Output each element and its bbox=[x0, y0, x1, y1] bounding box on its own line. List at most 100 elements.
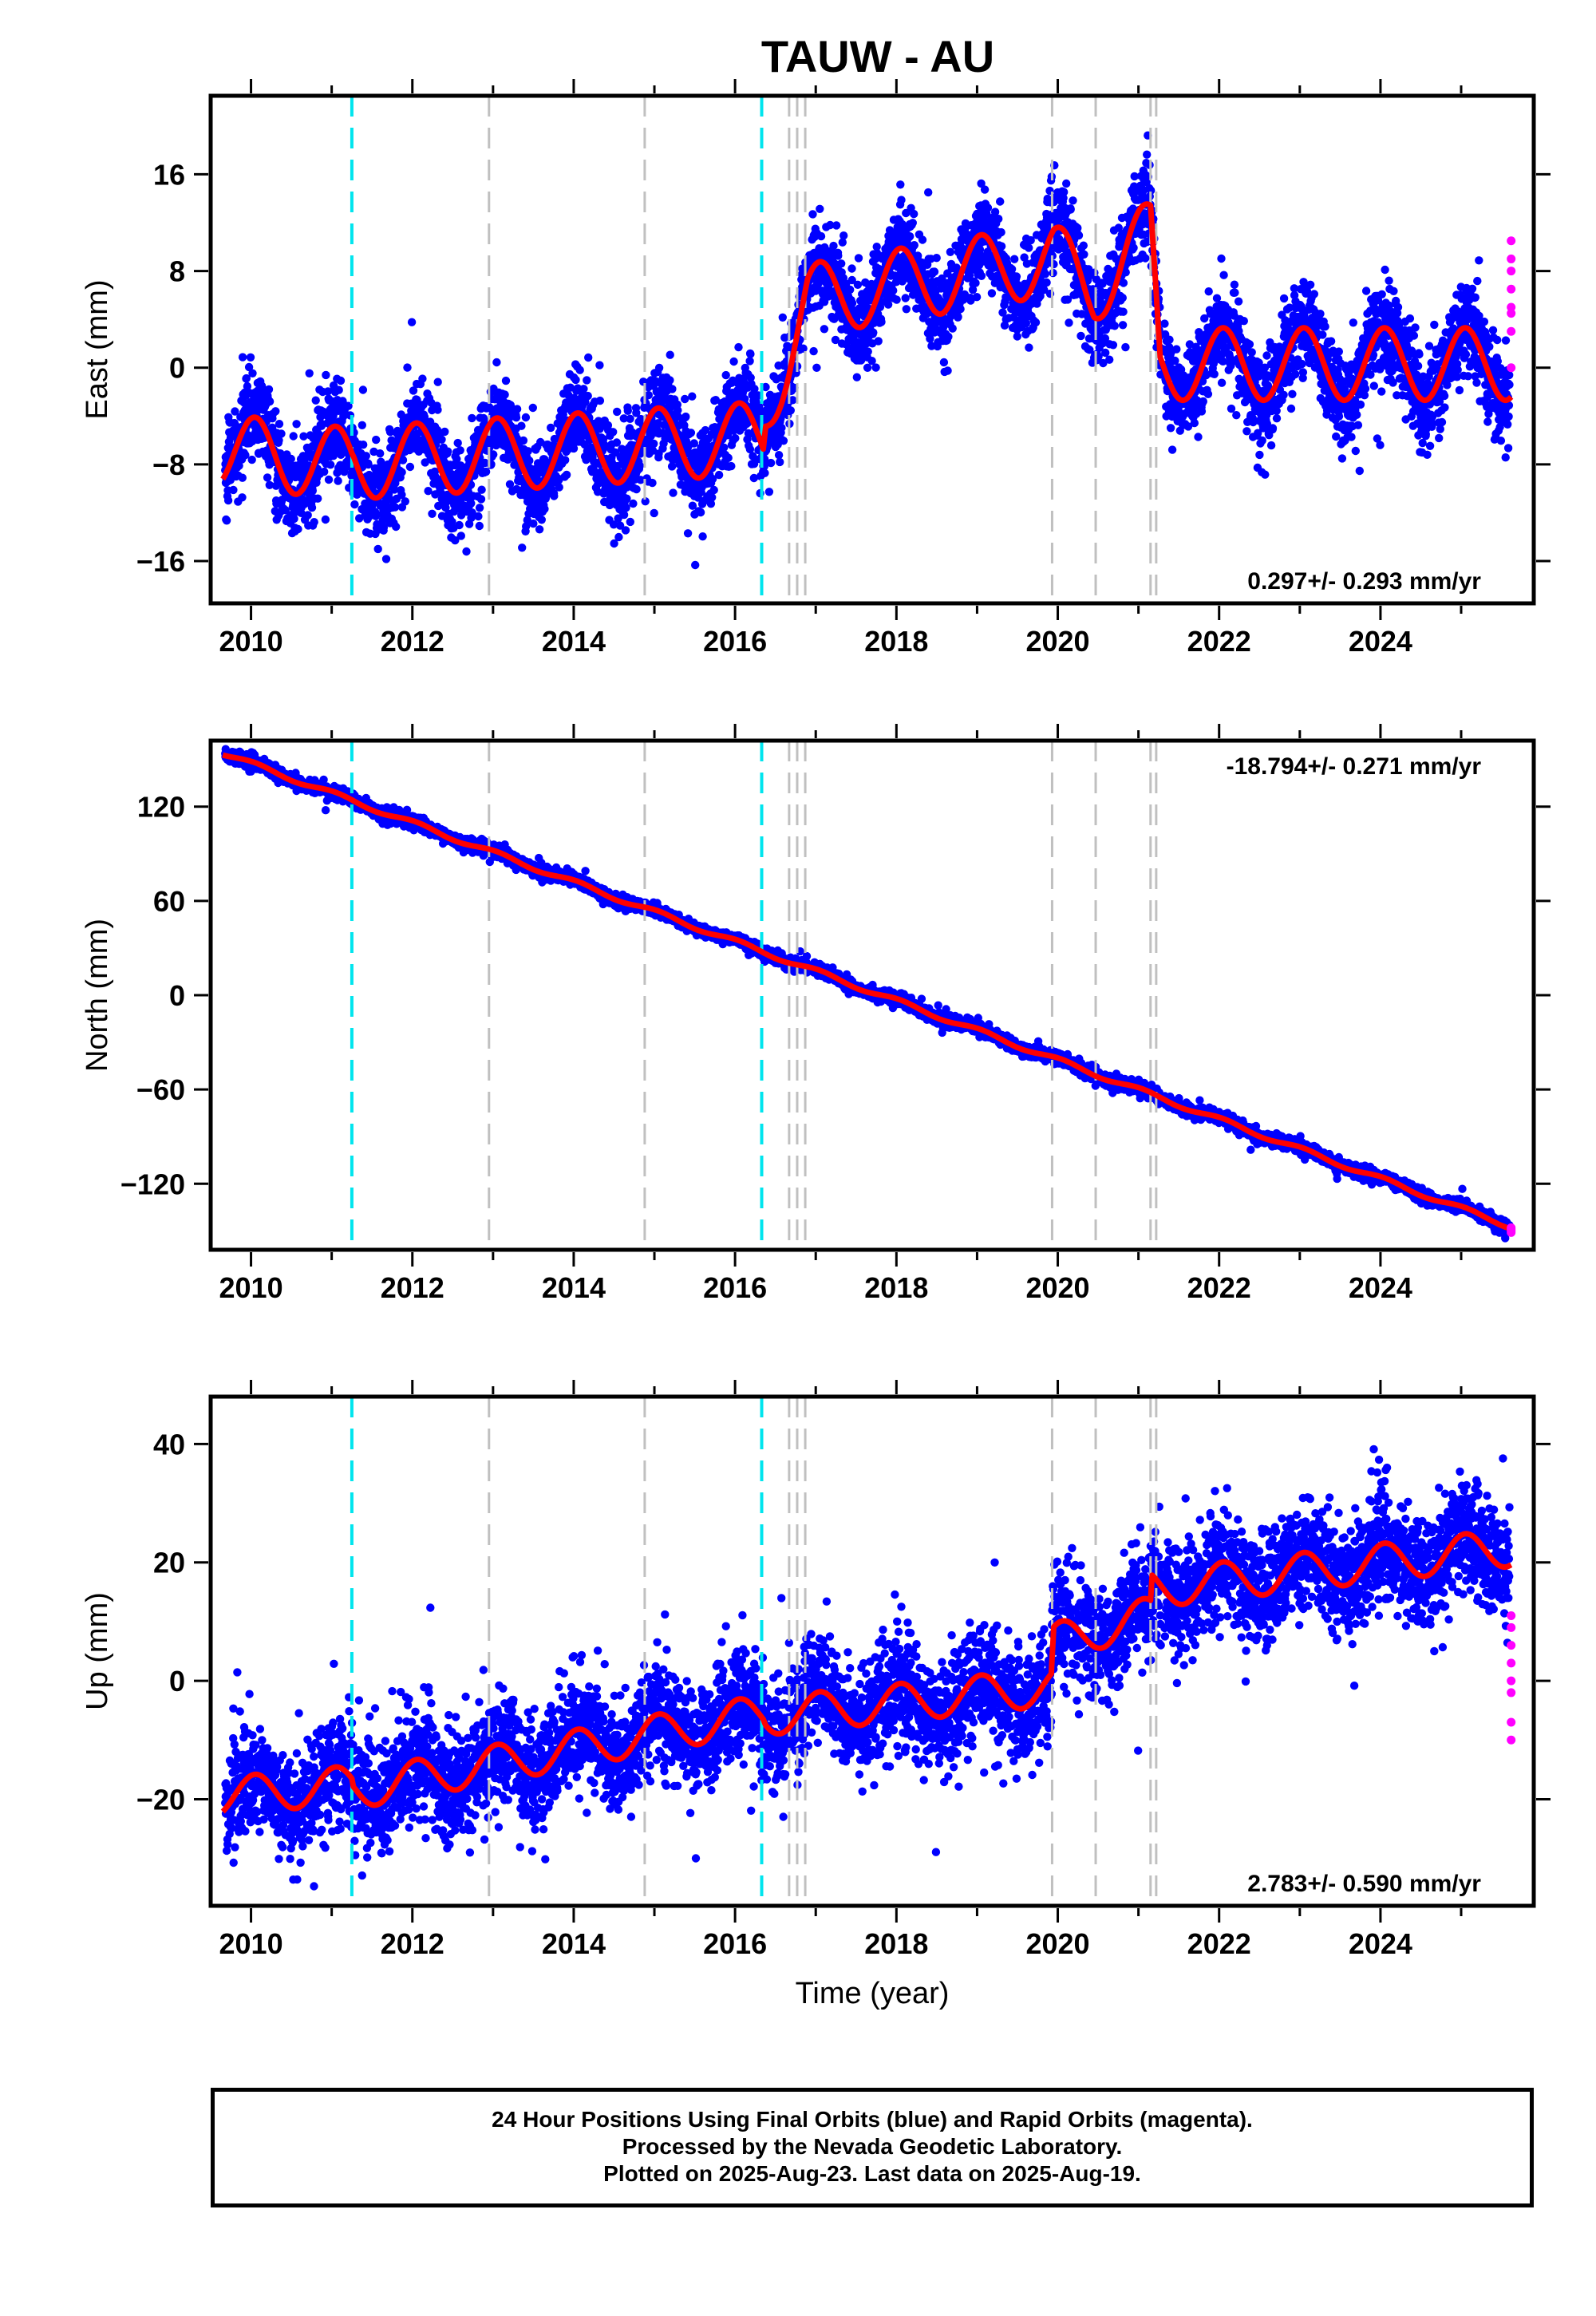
data-point bbox=[910, 241, 919, 250]
data-point bbox=[1279, 294, 1289, 303]
data-point bbox=[971, 279, 980, 287]
data-point bbox=[720, 443, 729, 452]
data-point bbox=[1247, 348, 1256, 357]
data-point bbox=[892, 295, 901, 304]
data-point bbox=[681, 412, 690, 421]
data-point bbox=[975, 245, 985, 254]
data-point bbox=[244, 362, 254, 372]
data-point bbox=[1073, 223, 1082, 232]
data-point bbox=[650, 439, 658, 449]
data-point bbox=[1049, 259, 1058, 269]
data-point bbox=[714, 470, 724, 480]
data-point bbox=[537, 516, 546, 524]
data-point bbox=[1012, 272, 1021, 281]
data-point bbox=[289, 432, 298, 441]
data-point bbox=[1245, 340, 1254, 349]
data-point bbox=[311, 396, 320, 405]
data-point bbox=[271, 407, 280, 416]
data-point bbox=[1306, 280, 1315, 289]
data-point bbox=[1105, 355, 1114, 364]
data-point bbox=[350, 500, 359, 509]
data-point bbox=[323, 387, 333, 396]
data-point bbox=[847, 264, 856, 273]
data-point bbox=[238, 353, 247, 362]
data-point bbox=[521, 413, 531, 422]
data-point bbox=[1040, 286, 1049, 294]
data-point bbox=[344, 401, 353, 410]
data-point bbox=[238, 473, 247, 482]
data-point bbox=[1234, 297, 1243, 306]
data-point bbox=[852, 373, 862, 381]
data-point bbox=[696, 508, 705, 517]
data-point bbox=[448, 517, 456, 526]
data-point bbox=[584, 353, 593, 362]
data-point bbox=[1063, 295, 1073, 304]
data-point bbox=[623, 406, 632, 415]
data-point bbox=[745, 445, 755, 454]
data-point bbox=[760, 468, 769, 477]
data-point bbox=[523, 516, 531, 524]
data-point bbox=[621, 526, 630, 535]
data-point bbox=[896, 180, 905, 189]
data-point bbox=[816, 204, 824, 213]
data-point bbox=[1160, 319, 1169, 328]
data-point bbox=[320, 467, 329, 476]
data-point bbox=[1272, 414, 1282, 423]
data-point bbox=[686, 429, 696, 437]
data-point bbox=[314, 494, 322, 503]
data-point bbox=[571, 375, 580, 385]
data-point bbox=[265, 397, 275, 406]
data-point bbox=[390, 503, 400, 512]
data-point bbox=[336, 376, 346, 385]
data-point bbox=[381, 555, 391, 563]
data-point bbox=[1079, 241, 1088, 250]
data-point bbox=[358, 421, 366, 429]
data-point bbox=[1326, 337, 1336, 346]
data-point bbox=[910, 209, 918, 219]
data-point bbox=[456, 446, 464, 455]
data-point bbox=[1041, 270, 1050, 279]
data-point bbox=[481, 467, 491, 476]
data-point bbox=[948, 324, 957, 333]
data-point bbox=[1062, 179, 1071, 188]
data-point bbox=[939, 358, 949, 367]
data-point bbox=[641, 497, 650, 506]
data-point bbox=[701, 425, 710, 435]
data-point bbox=[724, 453, 733, 462]
data-point bbox=[746, 350, 755, 358]
data-point bbox=[437, 435, 446, 444]
data-point bbox=[946, 247, 955, 256]
data-point bbox=[731, 433, 740, 443]
data-point bbox=[711, 396, 721, 405]
data-point bbox=[390, 485, 399, 494]
data-point bbox=[972, 293, 982, 302]
data-point bbox=[691, 560, 700, 570]
data-point bbox=[238, 493, 247, 502]
data-point bbox=[1099, 358, 1108, 368]
data-point bbox=[569, 444, 579, 453]
data-point bbox=[475, 521, 484, 531]
data-point bbox=[956, 305, 965, 314]
data-point bbox=[1258, 436, 1266, 445]
data-point bbox=[334, 476, 342, 485]
data-point bbox=[334, 385, 343, 394]
data-point bbox=[595, 361, 604, 370]
data-point bbox=[901, 294, 910, 302]
data-point bbox=[755, 402, 764, 411]
data-point bbox=[1021, 318, 1031, 328]
data-point bbox=[372, 435, 381, 445]
data-point bbox=[610, 539, 618, 548]
data-point bbox=[1069, 196, 1077, 205]
data-point bbox=[433, 405, 442, 414]
data-point bbox=[1059, 194, 1068, 203]
data-point bbox=[433, 377, 442, 386]
data-point bbox=[614, 532, 623, 542]
data-point bbox=[1020, 253, 1029, 262]
data-point bbox=[968, 285, 978, 294]
data-point bbox=[944, 332, 953, 342]
data-point bbox=[871, 363, 880, 372]
data-point bbox=[321, 515, 330, 524]
data-point bbox=[505, 480, 515, 488]
data-point bbox=[1217, 254, 1226, 263]
data-point bbox=[1230, 280, 1239, 289]
